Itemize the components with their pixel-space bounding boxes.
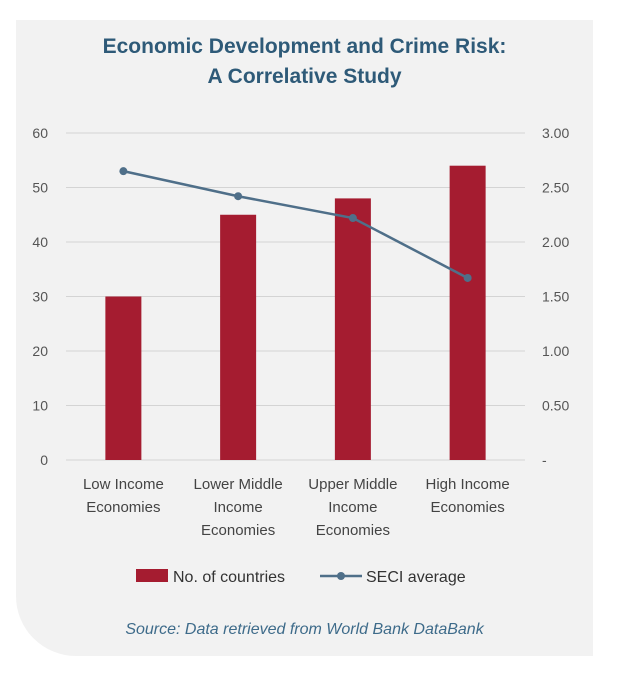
x-tick-label: Upper Middle	[308, 476, 397, 493]
y-left-tick-label: 0	[40, 452, 48, 468]
bar	[334, 198, 371, 460]
y-right-tick-label: 1.00	[542, 343, 569, 359]
series-line	[123, 169, 469, 280]
x-tick-label: Lower Middle	[194, 476, 283, 493]
y-left-tick-label: 10	[32, 398, 48, 414]
y-right-tick-label: 3.00	[542, 125, 569, 141]
legend-label: SECI average	[366, 569, 466, 586]
x-tick-label: Income	[214, 499, 263, 516]
bar	[220, 214, 257, 460]
chart-title-line-1: Economic Development and Crime Risk:	[102, 35, 507, 58]
chart-title: Economic Development and Crime Risk: A C…	[16, 32, 593, 92]
line-point	[463, 273, 472, 282]
line-point	[119, 167, 128, 176]
x-tick-label: Income	[328, 499, 377, 516]
y-right-tick-label: 2.00	[542, 234, 569, 250]
x-tick-label: High Income	[426, 476, 510, 493]
bar	[105, 296, 142, 460]
y-left-tick-label: 50	[32, 180, 48, 196]
chart-title-line-2: A Correlative Study	[207, 65, 402, 88]
y-left-tick-label: 30	[32, 289, 48, 305]
y-right-tick-label: -	[542, 452, 547, 468]
x-tick-label: Economies	[86, 499, 160, 516]
x-tick-label: Economies	[431, 499, 505, 516]
y-right-tick-label: 2.50	[542, 180, 569, 196]
legend-label: No. of countries	[173, 569, 285, 586]
legend-line-marker	[337, 572, 345, 580]
x-tick-label: Low Income	[83, 476, 164, 493]
y-left-tick-label: 60	[32, 125, 48, 141]
y-left-tick-label: 20	[32, 343, 48, 359]
line-point	[348, 214, 357, 223]
line-point	[234, 192, 243, 201]
x-tick-label: Economies	[201, 522, 275, 539]
x-tick-label: Economies	[316, 522, 390, 539]
y-right-tick-label: 0.50	[542, 398, 569, 414]
legend-bar-swatch	[136, 569, 168, 582]
source-note: Source: Data retrieved from World Bank D…	[125, 621, 484, 638]
y-right-tick-label: 1.50	[542, 289, 569, 305]
bar	[449, 165, 486, 460]
y-left-tick-label: 40	[32, 234, 48, 250]
